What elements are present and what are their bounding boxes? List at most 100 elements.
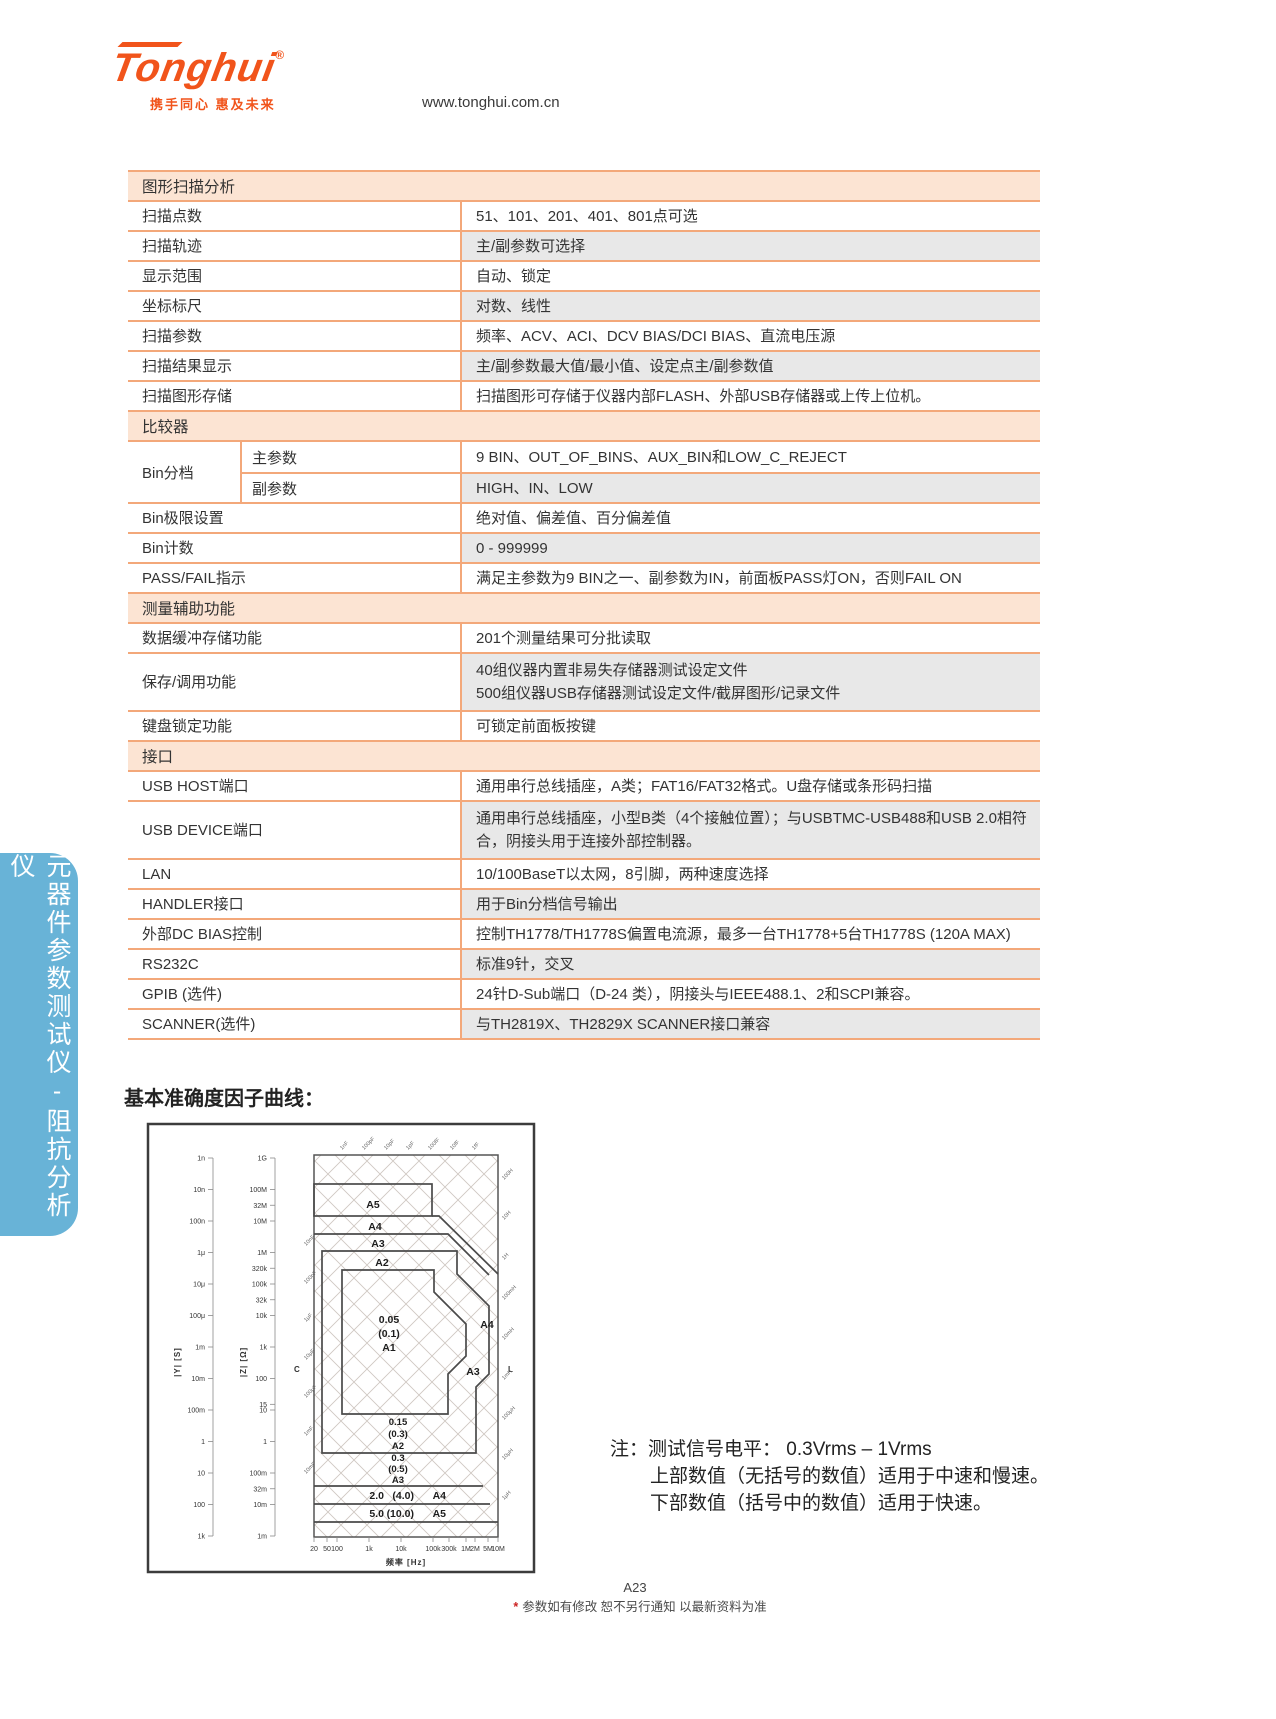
row-value: 频率、ACV、ACI、DCV BIAS/DCI BIAS、直流电压源 — [460, 322, 1040, 350]
svg-text:1G: 1G — [258, 1156, 267, 1163]
svg-text:10: 10 — [197, 1471, 205, 1478]
section-header-interfaces: 接口 — [128, 742, 1040, 772]
row-value-line2: 500组仪器USB存储器测试设定文件/截屏图形/记录文件 — [476, 685, 841, 702]
row-label: 键盘锁定功能 — [128, 712, 460, 740]
svg-text:1μH: 1μH — [501, 1490, 512, 1501]
svg-text:频率 [Hz]: 频率 [Hz] — [386, 1557, 426, 1567]
svg-text:100: 100 — [331, 1546, 343, 1553]
spec-row-bin-sorting: Bin分档 主参数 9 BIN、OUT_OF_BINS、AUX_BIN和LOW_… — [128, 442, 1040, 504]
svg-text:(0.3): (0.3) — [388, 1429, 408, 1440]
section-header-aux-functions: 测量辅助功能 — [128, 594, 1040, 624]
row-label: 显示范围 — [128, 262, 460, 290]
row-label: HANDLER接口 — [128, 890, 460, 918]
row-value: 对数、线性 — [460, 292, 1040, 320]
row-value: 标准9针，交叉 — [460, 950, 1040, 978]
spec-row: 扫描图形存储 扫描图形可存储于仪器内部FLASH、外部USB存储器或上传上位机。 — [128, 382, 1040, 412]
spec-table: 图形扫描分析 扫描点数 51、101、201、401、801点可选 扫描轨迹 主/副… — [128, 170, 1040, 1040]
bin-sub-row: 主参数 9 BIN、OUT_OF_BINS、AUX_BIN和LOW_C_REJE… — [240, 442, 1040, 472]
spec-row: USB HOST端口 通用串行总线插座，A类；FAT16/FAT32格式。U盘存储… — [128, 772, 1040, 802]
row-label: 数据缓冲存储功能 — [128, 624, 460, 652]
spec-row: LAN 10/100BaseT以太网，8引脚，两种速度选择 — [128, 860, 1040, 890]
svg-text:A2: A2 — [392, 1441, 404, 1452]
row-value: 控制TH1778/TH1778S偏置电流源，最多一台TH1778+5台TH177… — [460, 920, 1040, 948]
note-prefix: 注： — [610, 1439, 649, 1460]
svg-text:300k: 300k — [441, 1546, 457, 1553]
svg-text:100k: 100k — [425, 1546, 441, 1553]
sidebar-category-label: 元器件参数测试仪-阻抗分析仪 — [7, 853, 71, 1220]
row-label: GPIB (选件) — [128, 980, 460, 1008]
svg-text:10m: 10m — [253, 1502, 267, 1509]
svg-text:10: 10 — [259, 1408, 267, 1415]
accuracy-chart-svg: 1n10n100n1μ10μ100μ1m10m100m1101001k1G100… — [146, 1122, 536, 1574]
spec-row: HANDLER接口 用于Bin分档信号输出 — [128, 890, 1040, 920]
svg-text:10k: 10k — [395, 1546, 407, 1553]
row-value: 201个测量结果可分批读取 — [460, 624, 1040, 652]
svg-text:100: 100 — [255, 1376, 267, 1383]
svg-text:100m: 100m — [249, 1471, 267, 1478]
svg-text:50: 50 — [323, 1546, 331, 1553]
svg-text:1n: 1n — [197, 1156, 205, 1163]
svg-text:1H: 1H — [501, 1252, 510, 1261]
spec-row: SCANNER(选件) 与TH2819X、TH2829X SCANNER接口兼容 — [128, 1010, 1040, 1040]
svg-text:2.0: 2.0 — [369, 1490, 384, 1502]
svg-text:(10.0): (10.0) — [387, 1508, 414, 1520]
row-value: 通用串行总线插座，A类；FAT16/FAT32格式。U盘存储或条形码扫描 — [460, 772, 1040, 800]
svg-text:0.05: 0.05 — [379, 1314, 400, 1326]
chart-title: 基本准确度因子曲线： — [124, 1088, 324, 1110]
registered-trademark-mark: ® — [275, 48, 285, 62]
svg-text:1: 1 — [263, 1439, 267, 1446]
svg-text:10H: 10H — [501, 1210, 512, 1221]
row-value: 40组仪器内置非易失存储器测试设定文件 500组仪器USB存储器测试设定文件/截… — [460, 654, 1040, 710]
svg-text:A4: A4 — [368, 1221, 382, 1233]
logo-tagline: 携手同心 惠及未来 — [150, 97, 276, 112]
row-value: 可锁定前面板按键 — [460, 712, 1040, 740]
svg-text:A1: A1 — [382, 1342, 396, 1354]
row-label: USB HOST端口 — [128, 772, 460, 800]
svg-text:10n: 10n — [193, 1187, 205, 1194]
svg-text:L: L — [508, 1365, 514, 1374]
svg-text:32m: 32m — [253, 1486, 267, 1493]
row-label: Bin分档 — [128, 442, 240, 502]
row-label: USB DEVICE端口 — [128, 802, 460, 858]
accuracy-factor-chart: 1n 10n 100n 1μ 10μ 100μ 1m 10m 100m 1 10 100 1k 1G 100… — [146, 1122, 536, 1579]
svg-text:A5: A5 — [366, 1199, 380, 1211]
row-label: PASS/FAIL指示 — [128, 564, 460, 592]
spec-row: PASS/FAIL指示 满足主参数为9 BIN之一、副参数为IN，前面板PASS灯… — [128, 564, 1040, 594]
spec-row: 保存/调用功能 40组仪器内置非易失存储器测试设定文件 500组仪器USB存储器… — [128, 654, 1040, 712]
chart-note: 注：测试信号电平： 0.3Vrms – 1Vrms 上部数值（无括号的数值）适用… — [610, 1436, 1049, 1517]
spec-row: Bin计数 0 - 999999 — [128, 534, 1040, 564]
row-value: 满足主参数为9 BIN之一、副参数为IN，前面板PASS灯ON，否则FAIL O… — [460, 564, 1040, 592]
svg-text:100: 100 — [193, 1502, 205, 1509]
svg-text:0.15: 0.15 — [389, 1417, 408, 1428]
svg-text:5M: 5M — [483, 1546, 493, 1553]
svg-text:10m: 10m — [191, 1376, 205, 1383]
section-header-graph-sweep: 图形扫描分析 — [128, 172, 1040, 202]
svg-text:1k: 1k — [260, 1345, 268, 1352]
row-value: 自动、锁定 — [460, 262, 1040, 290]
svg-text:|Y| [S]: |Y| [S] — [173, 1347, 182, 1377]
row-value: 24针D-Sub端口（D-24 类），阴接头与IEEE488.1、2和SCPI兼… — [460, 980, 1040, 1008]
svg-text:100n: 100n — [189, 1219, 205, 1226]
row-value: 与TH2819X、TH2829X SCANNER接口兼容 — [460, 1010, 1040, 1038]
svg-text:A3: A3 — [392, 1475, 404, 1486]
row-value: 绝对值、偏差值、百分偏差值 — [460, 504, 1040, 532]
row-label: RS232C — [128, 950, 460, 978]
svg-text:10μ: 10μ — [193, 1282, 205, 1289]
row-value: 主/副参数最大值/最小值、设定点主/副参数值 — [460, 352, 1040, 380]
svg-text:320k: 320k — [252, 1266, 268, 1273]
row-value: 用于Bin分档信号输出 — [460, 890, 1040, 918]
sidebar-category-tab: 元器件参数测试仪-阻抗分析仪 — [0, 853, 78, 1236]
svg-text:32M: 32M — [253, 1203, 267, 1210]
svg-text:1μF: 1μF — [303, 1312, 314, 1323]
svg-text:100M: 100M — [249, 1187, 267, 1194]
row-label: 扫描参数 — [128, 322, 460, 350]
row-value: 通用串行总线插座，小型B类（4个接触位置）；与USBTMC-USB488和USB… — [460, 802, 1040, 858]
svg-text:C: C — [294, 1365, 301, 1374]
svg-text:20: 20 — [310, 1546, 318, 1553]
svg-text:(0.5): (0.5) — [388, 1464, 408, 1475]
svg-text:1fF: 1fF — [471, 1141, 481, 1151]
row-value: 51、101、201、401、801点可选 — [460, 202, 1040, 230]
row-value: 0 - 999999 — [460, 534, 1040, 562]
svg-text:A5: A5 — [433, 1508, 447, 1520]
row-label: SCANNER(选件) — [128, 1010, 460, 1038]
